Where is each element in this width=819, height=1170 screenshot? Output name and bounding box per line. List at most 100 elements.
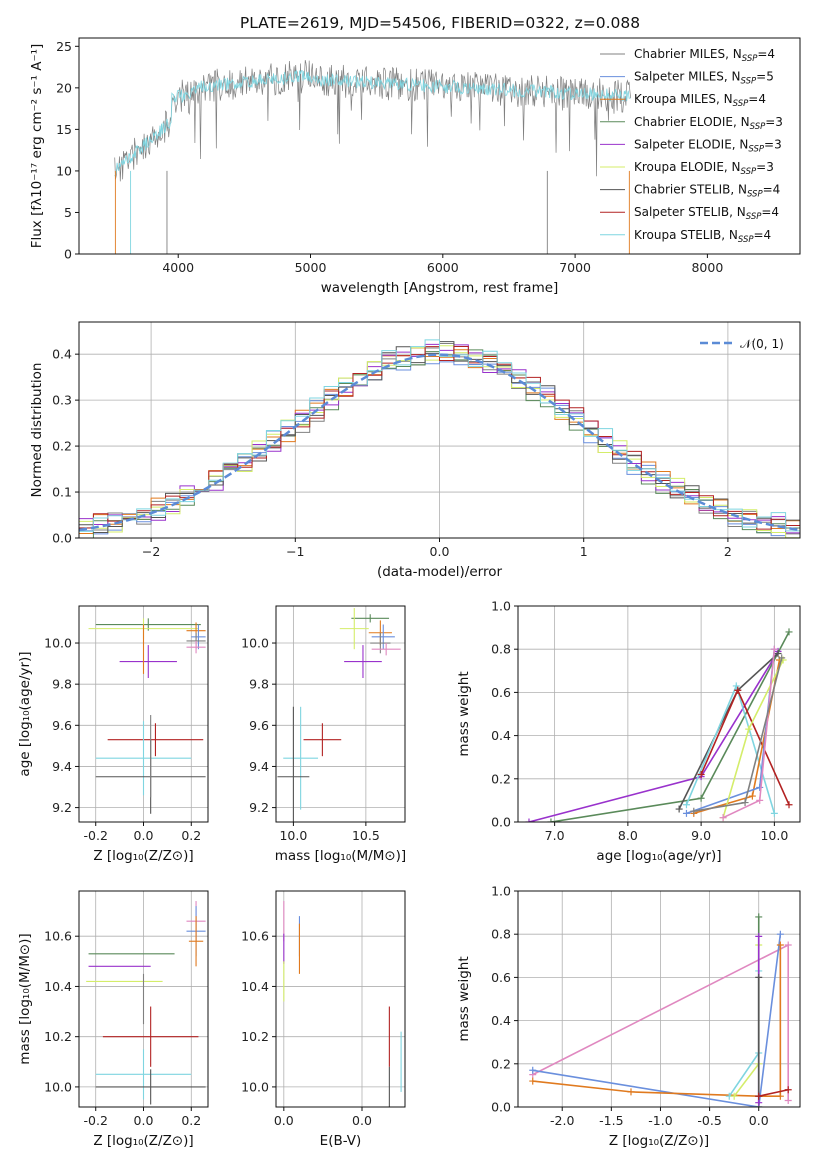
weight-series [528, 650, 779, 822]
y-tick-label: 9.6 [249, 718, 269, 733]
y-axis-label: mass [log₁₀(M/M⊙)] [17, 933, 33, 1064]
x-tick-label: 0.0 [134, 1113, 154, 1128]
legend-label: Kroupa STELIB, NSSP=4 [634, 228, 771, 245]
panel-weight_vs_Z: -2.0 -1.5 -1.0 -0.5 0.0 0.0 0.2 0.4 0.6 0.8 1.0 Z [… [456, 884, 801, 1149]
plot-area [79, 339, 800, 538]
weight-marker [741, 799, 749, 807]
weight-series [758, 1088, 789, 1097]
y-tick-label: 0.2 [491, 1056, 511, 1071]
weight-marker [785, 628, 793, 636]
plot-area [114, 60, 632, 254]
weight-marker [755, 973, 763, 981]
errorbar-point [107, 723, 204, 757]
y-tick-label: 9.4 [249, 759, 269, 774]
errorbar-point [95, 1069, 206, 1105]
y-tick-label: 0.0 [52, 531, 72, 546]
x-tick-label: 0.0 [134, 828, 154, 843]
x-tick-label: 9.0 [691, 828, 711, 843]
y-tick-label: 0.6 [491, 685, 511, 700]
y-tick-label: 9.4 [52, 759, 72, 774]
errorbar-point [344, 645, 382, 678]
y-tick-label: 9.8 [52, 677, 72, 692]
axes-frame [517, 605, 801, 823]
x-tick-label: -1.5 [599, 1113, 623, 1128]
errorbar-point [370, 632, 391, 654]
y-tick-label: 15 [56, 122, 72, 137]
weight-marker [627, 1088, 635, 1096]
legend-tail: =4 [763, 183, 781, 197]
x-axis-label: Z [log₁₀(Z/Z⊙)] [93, 848, 193, 864]
weight-series [700, 688, 790, 806]
weight-marker [675, 805, 683, 813]
x-tick-label: -0.5 [697, 1113, 721, 1128]
legend-tail: =5 [756, 70, 774, 84]
errorbar-point [371, 643, 401, 656]
errorbar-point [95, 721, 192, 796]
y-tick-label: 10.4 [241, 979, 269, 994]
x-axis-label: mass [log₁₀(M/M⊙)] [275, 848, 406, 864]
legend: Chabrier MILES, NSSP=4 Salpeter MILES, NS… [600, 47, 783, 245]
axes-frame [275, 605, 406, 823]
y-tick-label: 10.0 [44, 1079, 72, 1094]
x-tick-label: 2 [724, 544, 732, 559]
weight-marker [776, 930, 784, 938]
y-tick-label: 1.0 [491, 884, 511, 899]
x-tick-label: 10.0 [760, 828, 788, 843]
y-tick-label: 10.4 [44, 979, 72, 994]
y-tick-label: 0.0 [491, 1100, 511, 1115]
legend-tail: =3 [765, 115, 783, 129]
plot-layer: 4000 5000 6000 7000 8000 0 5 10 15 20 25 wavelength… [17, 37, 801, 1149]
errorbar-point [283, 706, 319, 810]
x-tick-label: 4000 [162, 260, 194, 275]
y-tick-label: 9.8 [249, 677, 269, 692]
x-axis-label: Z [log₁₀(Z/Z⊙)] [609, 1133, 709, 1149]
legend-tail: =4 [754, 228, 772, 242]
weight-marker [774, 650, 782, 658]
x-tick-label: −1 [286, 544, 304, 559]
legend-subscript: SSP [733, 99, 749, 109]
weight-marker [784, 1086, 792, 1094]
y-tick-label: 0.4 [52, 347, 72, 362]
legend-label: Chabrier ELODIE, NSSP=3 [634, 115, 783, 132]
panel-mass_vs_EBV: 0.0 0.0 10.0 10.2 10.4 10.6 E(B-V) [241, 890, 406, 1149]
legend-label: Kroupa ELODIE, NSSP=3 [634, 160, 774, 177]
weight-marker [719, 814, 727, 822]
x-tick-label: 0.0 [352, 1113, 372, 1128]
legend-tail: =3 [764, 137, 782, 151]
y-tick-label: 10.2 [241, 1029, 269, 1044]
weight-marker [770, 645, 778, 653]
y-tick-label: 0.2 [52, 439, 72, 454]
weight-marker [755, 932, 763, 940]
y-tick-label: 10.6 [44, 929, 72, 944]
weight-marker [697, 770, 705, 778]
figure-title: PLATE=2619, MJD=54506, FIBERID=0322, z=0… [240, 14, 640, 32]
x-tick-label: -0.2 [84, 828, 108, 843]
weight-marker [732, 682, 740, 690]
weight-marker [682, 809, 690, 817]
y-tick-label: 0.6 [491, 970, 511, 985]
y-tick-label: 10 [56, 163, 72, 178]
x-axis-label: Z [log₁₀(Z/Z⊙)] [93, 1133, 193, 1149]
y-tick-label: 0.4 [491, 1013, 511, 1028]
x-tick-label: −2 [142, 544, 160, 559]
axes-frame [78, 37, 801, 255]
x-axis-label: age [log₁₀(age/yr)] [596, 848, 721, 864]
weight-series [532, 934, 782, 1107]
legend-label: Salpeter ELODIE, NSSP=3 [634, 137, 782, 154]
x-tick-label: 0.2 [181, 1113, 201, 1128]
weight-marker [730, 1092, 738, 1100]
weight-marker [776, 1092, 784, 1100]
y-axis-label: Normed distribution [29, 363, 45, 498]
spectrum-data-line [114, 60, 632, 182]
legend-tail: =4 [748, 92, 766, 106]
y-tick-label: 10.0 [44, 636, 72, 651]
y-tick-label: 0.8 [491, 927, 511, 942]
axes-frame [275, 890, 406, 1108]
y-tick-label: 20 [56, 80, 72, 95]
plot-area [88, 618, 206, 814]
plot-area [529, 913, 792, 1107]
errorbar-point [102, 1006, 199, 1067]
weight-marker [784, 941, 792, 949]
weight-marker [770, 809, 778, 817]
